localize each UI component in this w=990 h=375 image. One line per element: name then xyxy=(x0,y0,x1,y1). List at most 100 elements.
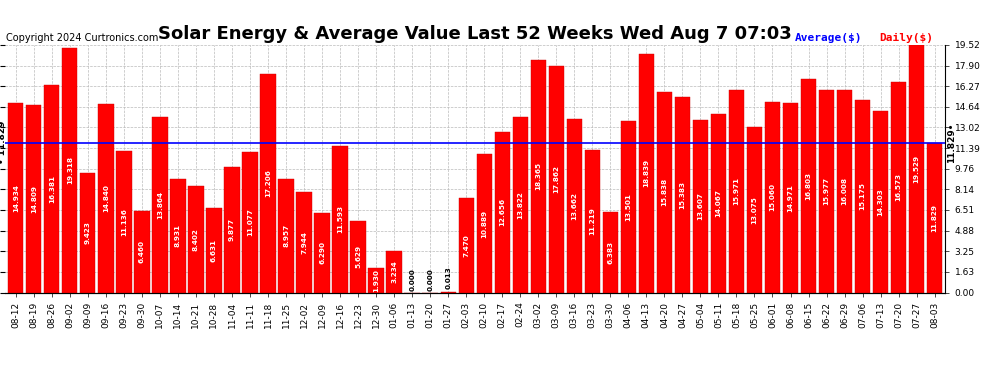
Bar xyxy=(135,211,149,292)
Text: 7.470: 7.470 xyxy=(463,234,469,256)
Text: 17.206: 17.206 xyxy=(265,170,271,197)
Text: 10.889: 10.889 xyxy=(481,209,487,237)
Text: 14.971: 14.971 xyxy=(787,184,794,211)
Bar xyxy=(837,90,852,292)
Text: 6.460: 6.460 xyxy=(139,240,145,263)
Bar xyxy=(80,173,95,292)
Text: 19.529: 19.529 xyxy=(914,154,920,183)
Text: 11.077: 11.077 xyxy=(247,209,253,236)
Text: 16.573: 16.573 xyxy=(896,173,902,201)
Text: 8.402: 8.402 xyxy=(193,228,199,251)
Text: 14.303: 14.303 xyxy=(877,188,884,216)
Bar xyxy=(333,146,347,292)
Bar xyxy=(476,154,492,292)
Text: 18.839: 18.839 xyxy=(644,159,649,187)
Text: 12.656: 12.656 xyxy=(499,198,505,226)
Bar xyxy=(170,179,185,292)
Bar xyxy=(855,100,870,292)
Text: 14.809: 14.809 xyxy=(31,184,37,213)
Bar xyxy=(513,117,528,292)
Bar xyxy=(873,111,888,292)
Text: 13.501: 13.501 xyxy=(626,193,632,221)
Text: 13.607: 13.607 xyxy=(697,192,704,220)
Text: • 11.829: • 11.829 xyxy=(0,121,7,164)
Text: 9.877: 9.877 xyxy=(229,218,235,242)
Bar xyxy=(693,120,708,292)
Bar xyxy=(819,90,835,292)
Text: 8.957: 8.957 xyxy=(283,224,289,247)
Text: 5.629: 5.629 xyxy=(355,245,361,268)
Text: 13.662: 13.662 xyxy=(571,192,577,220)
Bar xyxy=(368,268,384,292)
Text: 15.060: 15.060 xyxy=(769,183,775,211)
Bar xyxy=(243,152,257,292)
Text: 0.000: 0.000 xyxy=(427,268,434,291)
Text: 6.383: 6.383 xyxy=(607,240,614,264)
Text: 0.000: 0.000 xyxy=(409,268,415,291)
Bar xyxy=(585,150,600,292)
Text: 11.136: 11.136 xyxy=(121,208,127,236)
Bar xyxy=(116,151,132,292)
Bar xyxy=(621,122,636,292)
Bar xyxy=(801,80,816,292)
Bar xyxy=(188,186,204,292)
Bar xyxy=(26,105,42,292)
Bar xyxy=(566,119,582,292)
Bar xyxy=(495,132,510,292)
Text: 14.934: 14.934 xyxy=(13,184,19,212)
Bar xyxy=(62,48,77,292)
Bar xyxy=(531,60,545,292)
Bar xyxy=(278,179,294,292)
Title: Solar Energy & Average Value Last 52 Weeks Wed Aug 7 07:03: Solar Energy & Average Value Last 52 Wee… xyxy=(158,26,792,44)
Bar xyxy=(315,213,330,292)
Text: 11.593: 11.593 xyxy=(337,205,344,233)
Text: 15.971: 15.971 xyxy=(734,177,740,205)
Text: 8.931: 8.931 xyxy=(175,224,181,248)
Text: 11.829: 11.829 xyxy=(932,204,938,231)
Bar xyxy=(458,198,474,292)
Text: 6.631: 6.631 xyxy=(211,239,217,262)
Text: 11.829•: 11.829• xyxy=(947,122,956,163)
Bar xyxy=(8,103,24,292)
Bar xyxy=(296,192,312,292)
Text: 9.423: 9.423 xyxy=(85,221,91,244)
Bar xyxy=(225,167,240,292)
Text: Daily($): Daily($) xyxy=(879,33,934,42)
Text: 18.365: 18.365 xyxy=(536,162,542,190)
Bar xyxy=(45,85,59,292)
Bar xyxy=(260,74,275,292)
Bar xyxy=(603,211,618,292)
Text: 14.067: 14.067 xyxy=(716,189,722,217)
Bar xyxy=(891,82,906,292)
Text: 15.977: 15.977 xyxy=(824,177,830,205)
Bar xyxy=(206,209,222,292)
Bar xyxy=(927,142,942,292)
Text: 13.075: 13.075 xyxy=(751,196,757,223)
Text: 15.838: 15.838 xyxy=(661,178,667,206)
Text: 14.840: 14.840 xyxy=(103,184,109,212)
Bar xyxy=(729,90,744,292)
Text: Average($): Average($) xyxy=(795,33,862,42)
Bar xyxy=(783,103,798,292)
Bar xyxy=(675,98,690,292)
Bar xyxy=(386,252,402,292)
Bar xyxy=(98,104,114,292)
Text: 1.930: 1.930 xyxy=(373,269,379,292)
Text: 15.175: 15.175 xyxy=(859,182,865,210)
Bar xyxy=(909,45,925,292)
Bar xyxy=(548,66,564,292)
Text: 13.822: 13.822 xyxy=(517,191,524,219)
Text: 13.864: 13.864 xyxy=(156,190,163,219)
Bar xyxy=(639,54,654,292)
Text: 0.013: 0.013 xyxy=(446,266,451,288)
Text: 16.008: 16.008 xyxy=(842,177,847,205)
Text: 6.290: 6.290 xyxy=(319,241,325,264)
Bar xyxy=(765,102,780,292)
Text: Copyright 2024 Curtronics.com: Copyright 2024 Curtronics.com xyxy=(6,33,158,42)
Text: 19.318: 19.318 xyxy=(66,156,73,184)
Text: 16.803: 16.803 xyxy=(806,172,812,200)
Text: 7.944: 7.944 xyxy=(301,231,307,254)
Bar xyxy=(656,92,672,292)
Text: 3.234: 3.234 xyxy=(391,261,397,284)
Text: 11.219: 11.219 xyxy=(589,207,595,236)
